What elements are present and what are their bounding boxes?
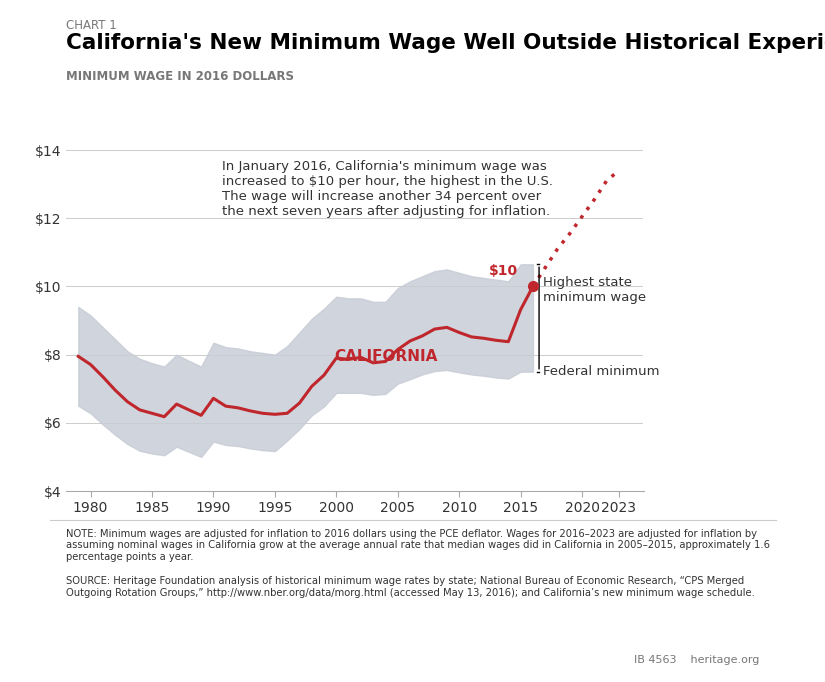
Text: Highest state
minimum wage: Highest state minimum wage <box>543 276 646 304</box>
Text: $10: $10 <box>489 264 518 278</box>
Text: SOURCE: Heritage Foundation analysis of historical minimum wage rates by state; : SOURCE: Heritage Foundation analysis of … <box>66 576 755 598</box>
Text: CALIFORNIA: CALIFORNIA <box>334 349 437 364</box>
Text: In January 2016, California's minimum wage was
increased to $10 per hour, the hi: In January 2016, California's minimum wa… <box>222 160 553 218</box>
Text: Federal minimum: Federal minimum <box>543 365 659 379</box>
Text: NOTE: Minimum wages are adjusted for inflation to 2016 dollars using the PCE def: NOTE: Minimum wages are adjusted for inf… <box>66 529 770 562</box>
Text: IB 4563    heritage.org: IB 4563 heritage.org <box>634 655 759 665</box>
Text: MINIMUM WAGE IN 2016 DOLLARS: MINIMUM WAGE IN 2016 DOLLARS <box>66 70 294 83</box>
Text: California's New Minimum Wage Well Outside Historical Experience: California's New Minimum Wage Well Outsi… <box>66 33 825 53</box>
Text: CHART 1: CHART 1 <box>66 19 117 32</box>
